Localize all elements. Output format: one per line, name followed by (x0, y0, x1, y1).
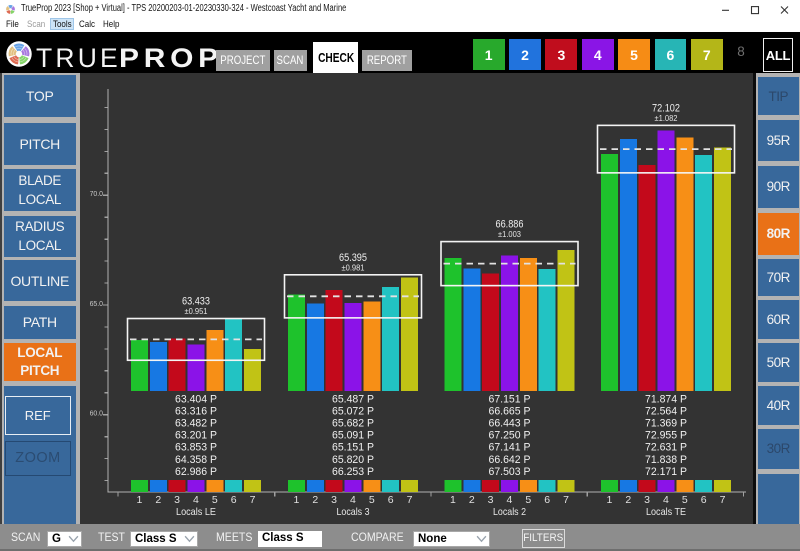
svg-text:6: 6 (701, 494, 707, 506)
svg-text:66.443 P: 66.443 P (489, 418, 531, 430)
svg-text:7: 7 (250, 494, 256, 506)
svg-text:72.102: 72.102 (652, 102, 680, 114)
svg-text:65.151 P: 65.151 P (332, 442, 374, 454)
svg-text:63.482 P: 63.482 P (175, 418, 217, 430)
svg-text:66.253 P: 66.253 P (332, 466, 374, 478)
svg-text:66.642 P: 66.642 P (489, 454, 531, 466)
svg-text:71.369 P: 71.369 P (645, 418, 687, 430)
svg-text:2: 2 (312, 494, 318, 506)
svg-text:±1.003: ±1.003 (498, 229, 521, 239)
svg-text:4: 4 (507, 494, 513, 506)
svg-text:71.874 P: 71.874 P (645, 393, 687, 405)
svg-text:1: 1 (293, 494, 299, 506)
svg-text:5: 5 (369, 494, 375, 506)
svg-text:60.0: 60.0 (90, 409, 103, 418)
svg-text:3: 3 (331, 494, 337, 506)
svg-text:2: 2 (155, 494, 161, 506)
svg-text:2: 2 (625, 494, 631, 506)
svg-text:72.171 P: 72.171 P (645, 466, 687, 478)
svg-text:63.316 P: 63.316 P (175, 405, 217, 417)
svg-text:67.151 P: 67.151 P (489, 393, 531, 405)
svg-text:±1.082: ±1.082 (655, 113, 678, 123)
svg-text:6: 6 (231, 494, 237, 506)
svg-text:4: 4 (193, 494, 199, 506)
svg-text:6: 6 (544, 494, 550, 506)
svg-text:71.838 P: 71.838 P (645, 454, 687, 466)
svg-text:63.853 P: 63.853 P (175, 442, 217, 454)
svg-text:65.395: 65.395 (339, 252, 367, 264)
svg-text:62.986 P: 62.986 P (175, 466, 217, 478)
svg-text:67.503 P: 67.503 P (489, 466, 531, 478)
svg-text:Locals 2: Locals 2 (493, 506, 526, 518)
svg-text:2: 2 (469, 494, 475, 506)
svg-text:6: 6 (388, 494, 394, 506)
svg-text:4: 4 (663, 494, 669, 506)
svg-text:Locals TE: Locals TE (646, 506, 686, 518)
svg-text:63.404 P: 63.404 P (175, 393, 217, 405)
svg-text:67.141 P: 67.141 P (489, 442, 531, 454)
svg-text:65.0: 65.0 (90, 299, 103, 308)
svg-text:3: 3 (644, 494, 650, 506)
svg-text:63.201 P: 63.201 P (175, 430, 217, 442)
svg-text:±0.951: ±0.951 (185, 306, 208, 316)
svg-text:64.358 P: 64.358 P (175, 454, 217, 466)
svg-text:72.564 P: 72.564 P (645, 405, 687, 417)
svg-text:3: 3 (488, 494, 494, 506)
svg-text:65.072 P: 65.072 P (332, 405, 374, 417)
svg-text:65.682 P: 65.682 P (332, 418, 374, 430)
svg-text:70.0: 70.0 (90, 189, 103, 198)
svg-text:67.250 P: 67.250 P (489, 430, 531, 442)
svg-text:72.631 P: 72.631 P (645, 442, 687, 454)
svg-text:3: 3 (174, 494, 180, 506)
svg-text:1: 1 (450, 494, 456, 506)
svg-text:65.820 P: 65.820 P (332, 454, 374, 466)
svg-text:7: 7 (720, 494, 726, 506)
svg-text:4: 4 (350, 494, 356, 506)
svg-text:65.487 P: 65.487 P (332, 393, 374, 405)
svg-text:65.091 P: 65.091 P (332, 430, 374, 442)
svg-text:66.665 P: 66.665 P (489, 405, 531, 417)
svg-text:5: 5 (525, 494, 531, 506)
svg-text:5: 5 (682, 494, 688, 506)
svg-text:1: 1 (136, 494, 142, 506)
svg-text:1: 1 (606, 494, 612, 506)
svg-text:7: 7 (407, 494, 413, 506)
svg-text:5: 5 (212, 494, 218, 506)
svg-text:Locals LE: Locals LE (176, 506, 216, 518)
svg-text:66.886: 66.886 (496, 219, 524, 231)
svg-text:±0.981: ±0.981 (342, 262, 365, 272)
svg-text:72.955 P: 72.955 P (645, 430, 687, 442)
svg-text:Locals 3: Locals 3 (337, 506, 370, 518)
svg-text:7: 7 (563, 494, 569, 506)
svg-text:63.433: 63.433 (182, 296, 210, 308)
